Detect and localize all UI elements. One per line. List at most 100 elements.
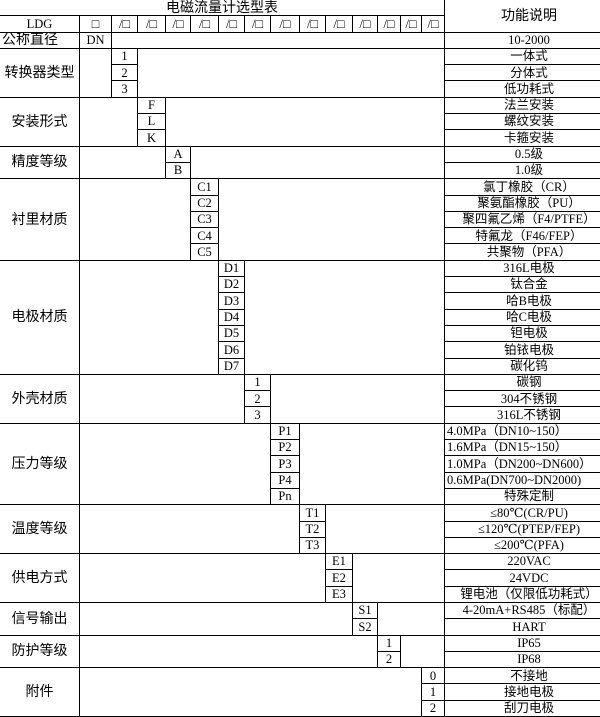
model-code-slot: /□ [378, 16, 400, 32]
option-function: 碳钢 [445, 374, 600, 391]
option-function: 法兰安装 [445, 97, 600, 114]
model-code-slot: /□ [219, 16, 244, 32]
empty-cell [112, 32, 444, 48]
option-function: 聚氨酯橡胶（PU） [445, 195, 600, 211]
option-function: 1.0级 [445, 162, 600, 179]
group-label: 供电方式 [0, 554, 79, 602]
option-code: P4 [271, 472, 299, 488]
option-code: P1 [271, 423, 299, 440]
empty-cell [353, 554, 444, 602]
group-label: 防护等级 [0, 635, 79, 668]
empty-cell [300, 423, 444, 505]
empty-cell [80, 260, 218, 374]
option-code: F [138, 97, 165, 114]
option-code: 1 [378, 635, 400, 651]
option-function: 铂铱电极 [445, 342, 600, 358]
group-label: 电极材质 [0, 260, 79, 374]
option-function: 刮刀电极 [445, 700, 600, 717]
option-code: 0 [422, 668, 444, 684]
option-function: 1.0MPa（DN200~DN600） [445, 456, 600, 472]
option-code: D5 [219, 325, 244, 342]
option-code: C4 [191, 228, 218, 244]
option-function: IP65 [445, 635, 600, 651]
option-code: S2 [353, 619, 377, 635]
model-prefix: LDG [0, 16, 79, 32]
option-code: D1 [219, 260, 244, 277]
group-label: 精度等级 [0, 146, 79, 179]
group-label: 附件 [0, 668, 79, 717]
option-function: 螺纹安装 [445, 114, 600, 130]
option-function: 卡箍安装 [445, 130, 600, 146]
option-code: 1 [112, 48, 137, 65]
option-function: HART [445, 619, 600, 635]
option-function: 一体式 [445, 48, 600, 65]
model-code-slot: □ [80, 16, 111, 32]
option-function: 0.5级 [445, 146, 600, 162]
empty-cell [80, 97, 137, 146]
group-label: 公称直径 [0, 32, 79, 48]
option-function: ≤120℃(PTEP/FEP) [445, 521, 600, 537]
option-function: 低功耗式 [445, 81, 600, 97]
option-function: 钽电极 [445, 325, 600, 342]
option-function: 碳化钨 [445, 358, 600, 374]
option-code: D2 [219, 277, 244, 293]
option-code: 1 [245, 374, 270, 391]
option-function: 钛合金 [445, 277, 600, 293]
model-code-slot: /□ [138, 16, 165, 32]
option-code: T3 [300, 537, 325, 554]
option-function: 特氟龙（F46/FEP） [445, 228, 600, 244]
option-code: T2 [300, 521, 325, 537]
option-function: 220VAC [445, 554, 600, 570]
option-code: D3 [219, 293, 244, 309]
empty-cell [219, 179, 444, 260]
model-code-slot: /□ [112, 16, 137, 32]
group-label: 温度等级 [0, 505, 79, 554]
empty-cell [401, 635, 444, 668]
empty-cell [80, 179, 190, 260]
model-code-slot: /□ [166, 16, 190, 32]
option-code: D4 [219, 309, 244, 325]
function-header: 功能说明 [445, 0, 600, 32]
group-label: 压力等级 [0, 423, 79, 505]
model-code-slot: /□ [191, 16, 218, 32]
option-function: 316L不锈钢 [445, 407, 600, 423]
empty-cell [80, 602, 352, 635]
option-code: A [166, 146, 190, 162]
option-code: L [138, 114, 165, 130]
option-function: 0.6MPa(DN700~DN2000) [445, 472, 600, 488]
empty-cell [80, 668, 421, 717]
option-function: 哈B电极 [445, 293, 600, 309]
group-label: 外壳材质 [0, 374, 79, 423]
option-function: 哈C电极 [445, 309, 600, 325]
option-code: C2 [191, 195, 218, 211]
empty-cell [138, 48, 444, 97]
option-code: E3 [326, 586, 352, 602]
empty-cell [245, 260, 444, 374]
option-code: 2 [112, 65, 137, 81]
option-function: 4.0MPa（DN10~150） [445, 423, 600, 440]
empty-cell [191, 146, 444, 179]
option-function: 4-20mA+RS485（标配） [445, 602, 600, 619]
option-function: 分体式 [445, 65, 600, 81]
empty-cell [378, 602, 444, 635]
option-code: D7 [219, 358, 244, 374]
empty-cell [80, 146, 165, 179]
option-function: 316L电极 [445, 260, 600, 277]
empty-cell [80, 635, 377, 668]
table-title: 电磁流量计选型表 [0, 0, 444, 16]
group-label: 安装形式 [0, 97, 79, 146]
group-label: 衬里材质 [0, 179, 79, 260]
option-code: B [166, 162, 190, 179]
option-function: 接地电极 [445, 684, 600, 700]
option-code: D6 [219, 342, 244, 358]
model-code-slot: /□ [401, 16, 421, 32]
option-code: C3 [191, 211, 218, 228]
option-code: 1 [422, 684, 444, 700]
option-code: E1 [326, 554, 352, 570]
model-code-slot: /□ [245, 16, 270, 32]
option-code: 2 [245, 391, 270, 407]
option-function: 聚四氟乙烯（F4/PTFE） [445, 211, 600, 228]
empty-cell [326, 505, 444, 554]
empty-cell [166, 97, 444, 146]
option-function: 10-2000 [445, 32, 600, 48]
